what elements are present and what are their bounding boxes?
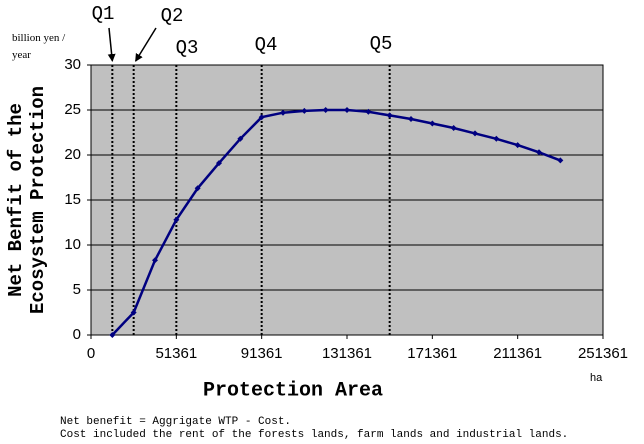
annotation-label: Q1 <box>92 3 115 25</box>
note: Cost included the rent of the forests la… <box>60 429 568 441</box>
point <box>365 108 372 115</box>
y-unit: billion yen / year <box>12 32 66 61</box>
annotation-label: Q3 <box>176 37 199 59</box>
line-series <box>111 108 561 336</box>
point <box>344 107 350 113</box>
point <box>472 130 478 137</box>
note: Net benefit = Aggrigate WTP - Cost. <box>60 416 291 428</box>
point <box>493 135 500 142</box>
point <box>386 112 393 119</box>
x-tick-label: 251361 <box>578 345 628 362</box>
x-tick-label: 51361 <box>155 345 197 362</box>
point <box>322 107 329 113</box>
x-tick-label: 211361 <box>493 345 542 362</box>
x-tick-label: 91361 <box>241 345 283 362</box>
y-tick-label: 5 <box>73 281 81 298</box>
point <box>173 216 180 223</box>
y-tick-label: 10 <box>64 236 81 253</box>
y-tick-label: 20 <box>64 146 81 163</box>
x-unit: ha <box>590 372 603 384</box>
point <box>301 107 308 114</box>
y-tick-label: 30 <box>64 56 81 73</box>
annotation-label: Q2 <box>161 5 184 27</box>
point <box>408 116 414 122</box>
y-tick-label: 25 <box>64 101 81 118</box>
y-tick-label: 0 <box>73 326 81 343</box>
point <box>237 135 244 142</box>
point <box>514 142 521 149</box>
x-tick-label: 131361 <box>322 345 372 362</box>
point <box>152 257 158 264</box>
y-axis-label-line: Net Benfit of the <box>5 103 27 297</box>
point <box>194 185 201 192</box>
annotation-label: Q5 <box>370 33 393 55</box>
y-axis-label: Net Benfit of theEcosystem Protection <box>5 86 49 314</box>
point <box>450 125 457 131</box>
x-tick-label: 171361 <box>407 345 457 362</box>
point <box>109 332 116 338</box>
arrow <box>107 27 116 62</box>
arrow <box>135 27 157 62</box>
point <box>280 109 286 116</box>
x-tick-label: 0 <box>87 345 95 362</box>
point <box>557 157 564 164</box>
x-axis-label: Protection Area <box>203 379 383 402</box>
point <box>130 309 137 316</box>
point <box>216 160 222 167</box>
point <box>429 120 436 127</box>
y-axis-label-line: Ecosystem Protection <box>27 86 49 314</box>
y-unit-box: billion yen / year <box>12 32 66 61</box>
annotation-label: Q4 <box>255 34 278 56</box>
point <box>536 149 542 156</box>
y-tick-label: 15 <box>64 191 81 208</box>
point <box>258 114 265 121</box>
